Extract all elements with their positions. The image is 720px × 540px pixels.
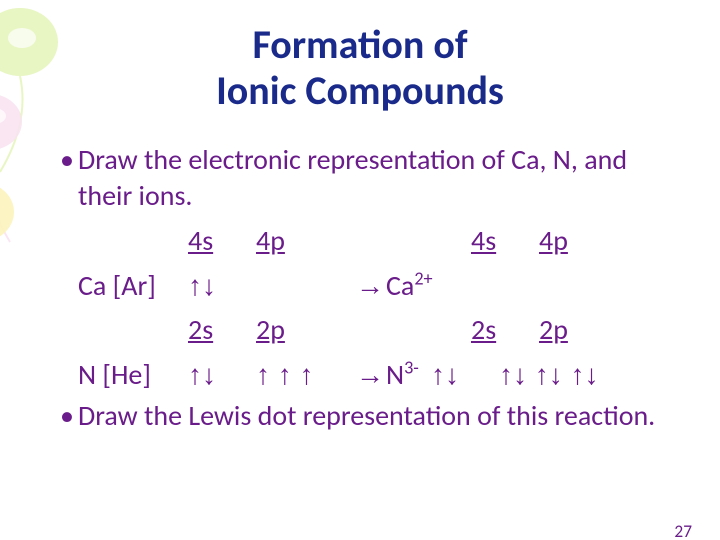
bullet-2: • Draw the Lewis dot representation of t… (60, 398, 684, 434)
n-row: N [He] ↑↓ ↑ ↑ ↑ → N3- ↑↓ ↑↓ ↑↓ ↑↓ (78, 353, 684, 398)
orbital-header-1: 4s 4p 4s 4p (78, 219, 684, 264)
page-number: 27 (674, 520, 692, 540)
electron-config-block: 4s 4p 4s 4p Ca [Ar] ↑↓ → Ca2+ 2s 2p 2s (78, 219, 684, 398)
ca-ion: Ca2+ (386, 264, 471, 309)
bullet-text-1: Draw the electronic representation of Ca… (78, 142, 684, 215)
bullet-dot: • (60, 398, 78, 434)
bullet-dot: • (60, 142, 78, 178)
arrow-1: → (356, 264, 386, 309)
bullet-1: • Draw the electronic representation of … (60, 142, 684, 215)
n-2p: ↑ ↑ ↑ (256, 353, 356, 398)
ca-row: Ca [Ar] ↑↓ → Ca2+ (78, 264, 684, 309)
n3-2p: ↑↓ ↑↓ ↑↓ (499, 353, 619, 398)
ca-label: Ca [Ar] (78, 264, 188, 309)
slide-body: • Draw the electronic representation of … (60, 142, 684, 434)
n-ion: N3- (386, 353, 431, 398)
ca-4s: ↑↓ (188, 264, 238, 309)
slide-title: Formation of Ionic Compounds (0, 22, 720, 114)
n3-2s: ↑↓ (431, 353, 481, 398)
orbital-header-2: 2s 2p 2s 2p (78, 308, 684, 353)
bullet-text-2: Draw the Lewis dot representation of thi… (78, 398, 684, 434)
n-label: N [He] (78, 353, 188, 398)
n-2s: ↑↓ (188, 353, 238, 398)
title-line2: Ionic Compounds (216, 66, 504, 115)
arrow-2: → (356, 353, 386, 398)
title-line1: Formation of (252, 20, 467, 69)
